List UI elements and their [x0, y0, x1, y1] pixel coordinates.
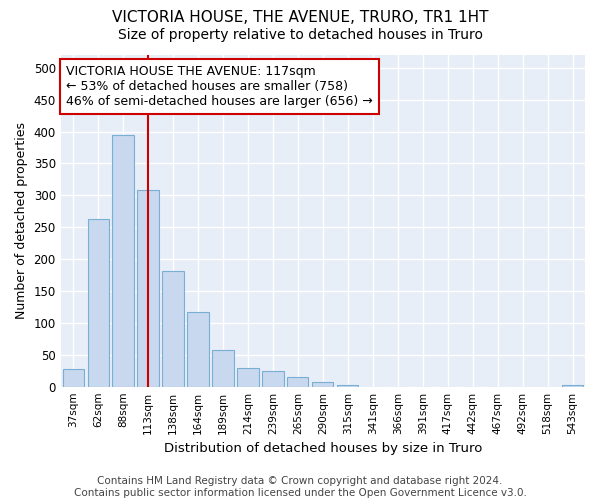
Bar — [187, 312, 209, 386]
Bar — [163, 270, 184, 386]
Text: Contains HM Land Registry data © Crown copyright and database right 2024.
Contai: Contains HM Land Registry data © Crown c… — [74, 476, 526, 498]
Bar — [212, 350, 233, 387]
Bar — [238, 368, 259, 386]
Bar — [137, 190, 158, 386]
Y-axis label: Number of detached properties: Number of detached properties — [15, 122, 28, 320]
Text: VICTORIA HOUSE THE AVENUE: 117sqm
← 53% of detached houses are smaller (758)
46%: VICTORIA HOUSE THE AVENUE: 117sqm ← 53% … — [66, 65, 373, 108]
Bar — [312, 382, 334, 386]
Text: VICTORIA HOUSE, THE AVENUE, TRURO, TR1 1HT: VICTORIA HOUSE, THE AVENUE, TRURO, TR1 1… — [112, 10, 488, 25]
Bar — [88, 219, 109, 386]
Bar — [62, 369, 84, 386]
Bar — [112, 134, 134, 386]
Bar — [287, 377, 308, 386]
Text: Size of property relative to detached houses in Truro: Size of property relative to detached ho… — [118, 28, 482, 42]
Bar — [262, 370, 284, 386]
X-axis label: Distribution of detached houses by size in Truro: Distribution of detached houses by size … — [164, 442, 482, 455]
